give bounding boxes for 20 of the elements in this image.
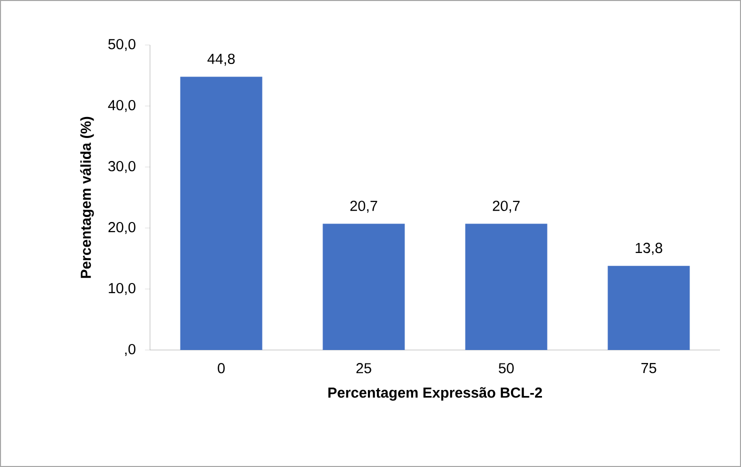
data-label: 20,7	[492, 200, 520, 213]
bar	[608, 266, 690, 350]
bar	[465, 224, 548, 350]
y-tick-label: 30,0	[108, 161, 136, 173]
x-axis-title: Percentagem Expressão BCL-2	[328, 387, 542, 401]
data-label: 44,8	[207, 54, 235, 66]
data-label: 13,8	[636, 242, 662, 255]
y-tick-label: ,0	[125, 344, 136, 356]
y-tick-label: 20,0	[108, 222, 136, 234]
x-tick-label: 75	[641, 363, 656, 374]
y-tick-label: 50,0	[108, 39, 136, 51]
bar	[180, 76, 262, 350]
y-axis-title: Percentagem válida (%)	[80, 116, 94, 278]
x-tick-label: 0	[218, 363, 225, 374]
bar	[322, 224, 405, 350]
x-tick-label: 50	[498, 363, 514, 374]
y-tick-label: 40,0	[108, 100, 136, 112]
data-label: 20,7	[350, 200, 378, 213]
y-tick-label: 10,0	[108, 283, 136, 295]
x-tick-label: 25	[356, 363, 372, 374]
